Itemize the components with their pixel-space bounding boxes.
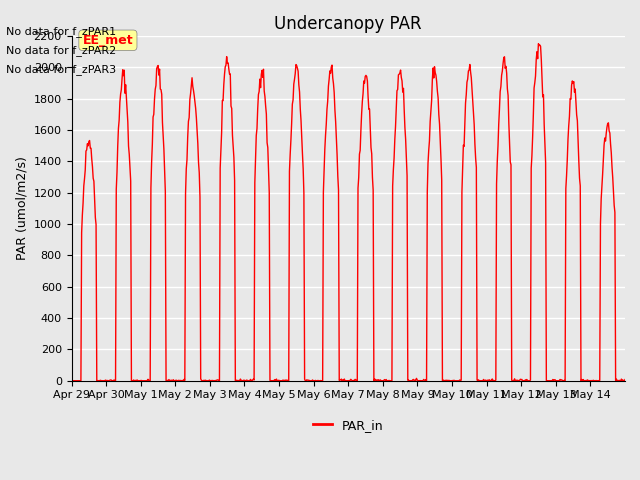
- Legend: PAR_in: PAR_in: [308, 414, 388, 436]
- Title: Undercanopy PAR: Undercanopy PAR: [275, 15, 422, 33]
- Text: No data for f_zPAR2: No data for f_zPAR2: [6, 45, 116, 56]
- Y-axis label: PAR (umol/m2/s): PAR (umol/m2/s): [15, 156, 28, 260]
- Text: EE_met: EE_met: [83, 34, 133, 47]
- Text: No data for f_zPAR1: No data for f_zPAR1: [6, 25, 116, 36]
- Text: No data for f_zPAR3: No data for f_zPAR3: [6, 64, 116, 75]
